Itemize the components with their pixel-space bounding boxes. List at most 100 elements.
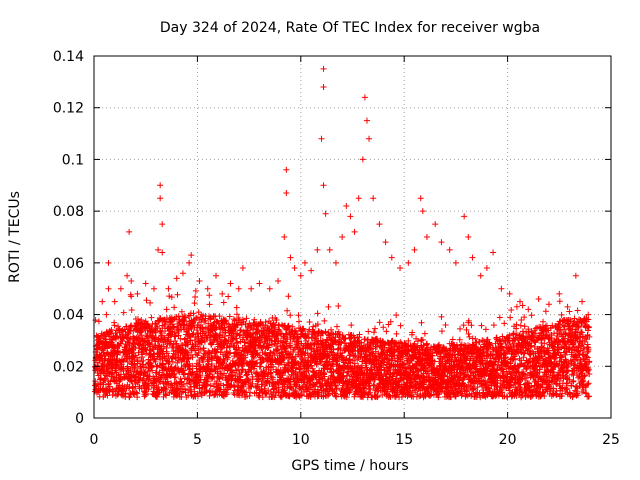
roti-point — [102, 376, 109, 383]
data-points — [92, 65, 593, 401]
roti-point — [387, 318, 394, 325]
roti-point — [173, 314, 180, 321]
roti-point — [92, 378, 99, 385]
roti-point — [148, 314, 155, 321]
roti-point — [177, 375, 184, 382]
roti-point — [371, 325, 378, 332]
roti-point — [278, 393, 285, 400]
roti-point — [153, 363, 160, 370]
roti-point — [129, 346, 136, 353]
roti-point — [186, 360, 193, 367]
roti-point — [174, 359, 181, 366]
roti-point — [272, 321, 279, 328]
roti-point — [312, 373, 319, 380]
roti-point — [239, 367, 246, 374]
roti-point — [501, 320, 508, 327]
roti-point — [280, 335, 287, 342]
roti-point — [133, 354, 140, 361]
roti-point — [177, 335, 184, 342]
roti-point — [146, 373, 153, 380]
roti-point — [418, 319, 425, 326]
roti-point — [165, 352, 172, 359]
roti-point — [237, 327, 244, 334]
roti-point — [368, 366, 375, 373]
roti-point — [187, 337, 194, 344]
roti-point — [200, 379, 207, 386]
roti-point — [356, 331, 363, 338]
roti-point — [279, 349, 286, 356]
roti-point — [321, 317, 328, 324]
roti-point — [148, 341, 155, 348]
roti-point — [143, 297, 150, 304]
roti-point — [277, 330, 284, 337]
roti-point — [517, 322, 524, 329]
roti-point — [132, 364, 139, 371]
roti-point — [304, 358, 311, 365]
roti-point — [188, 386, 195, 393]
roti-point — [264, 377, 271, 384]
roti-point — [172, 374, 179, 381]
roti-point — [170, 341, 177, 348]
roti-point — [171, 304, 178, 311]
roti-point — [169, 328, 176, 335]
roti-point — [253, 389, 260, 396]
roti-point — [508, 307, 515, 314]
roti-point — [287, 340, 294, 347]
roti-point — [156, 369, 163, 376]
roti-point — [243, 315, 250, 322]
roti-point — [261, 339, 268, 346]
roti-point — [271, 325, 278, 332]
roti-point — [97, 375, 104, 382]
roti-point — [95, 318, 102, 325]
roti-point — [374, 393, 381, 400]
roti-point — [102, 372, 109, 379]
roti-point — [507, 314, 514, 321]
roti-point — [166, 293, 173, 300]
roti-point — [181, 385, 188, 392]
roti-point — [195, 350, 202, 357]
roti-point — [236, 373, 243, 380]
roti-point — [182, 314, 189, 321]
roti-point — [141, 338, 148, 345]
roti-point — [313, 361, 320, 368]
roti-point — [194, 393, 201, 400]
roti-point — [126, 327, 133, 334]
roti-point — [339, 373, 346, 380]
roti-point — [333, 323, 340, 330]
roti-point — [496, 314, 503, 321]
roti-point — [178, 308, 185, 315]
roti-point — [124, 359, 131, 366]
roti-point — [189, 354, 196, 361]
roti-point — [376, 319, 383, 326]
roti-point — [148, 362, 155, 369]
roti-point — [192, 315, 199, 322]
roti-point — [147, 299, 154, 306]
roti-point — [171, 370, 178, 377]
roti-point — [243, 372, 250, 379]
roti-point — [340, 359, 347, 366]
roti-point — [134, 390, 141, 397]
roti-point — [162, 391, 169, 398]
roti-point — [234, 339, 241, 346]
roti-point — [314, 321, 321, 328]
roti-point — [405, 360, 412, 367]
roti-point — [172, 333, 179, 340]
roti-point — [294, 372, 301, 379]
roti-point — [169, 384, 176, 391]
roti-point — [280, 355, 287, 362]
roti-point — [438, 313, 445, 320]
roti-point — [360, 384, 367, 391]
roti-point — [314, 310, 321, 317]
roti-point — [216, 313, 223, 320]
roti-point — [358, 339, 365, 346]
roti-point — [335, 302, 342, 309]
roti-point — [139, 354, 146, 361]
roti-point — [251, 363, 258, 370]
roti-point — [304, 340, 311, 347]
roti-point — [126, 342, 133, 349]
roti-point — [232, 362, 239, 369]
roti-point — [128, 306, 135, 313]
roti-point — [310, 323, 317, 330]
roti-point — [295, 318, 302, 325]
roti-point — [117, 376, 124, 383]
